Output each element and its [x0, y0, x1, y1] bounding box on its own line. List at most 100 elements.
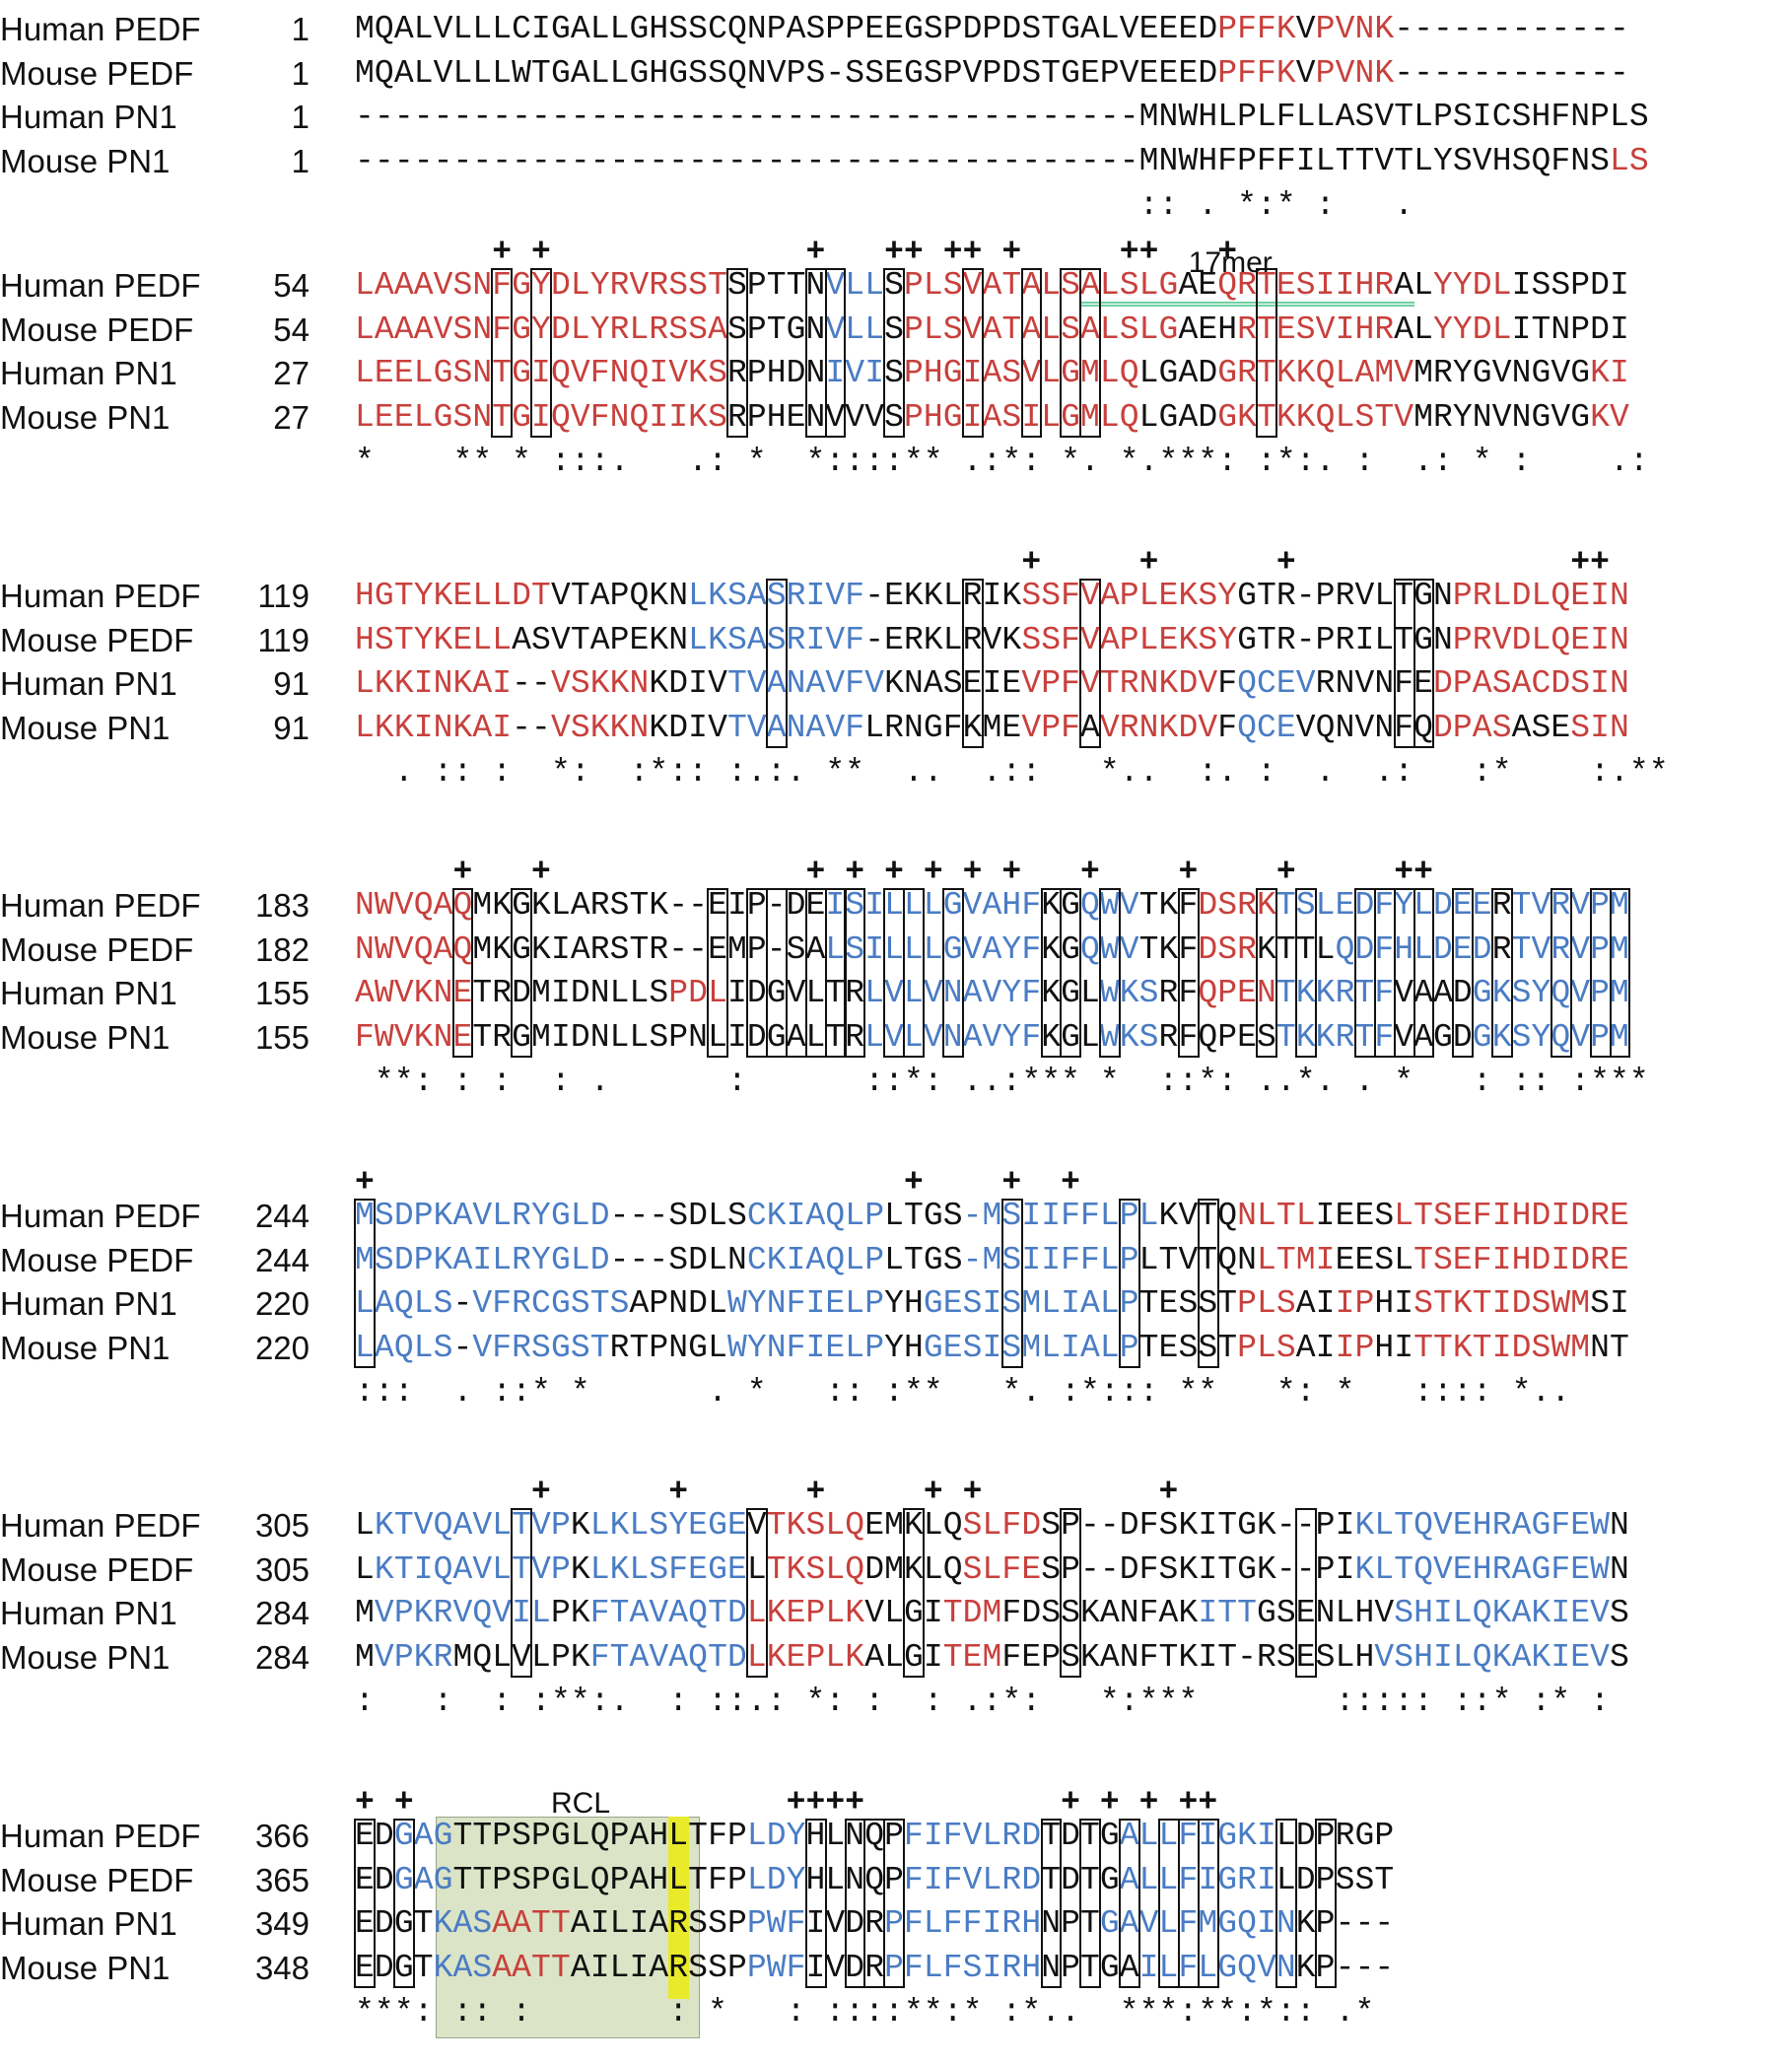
residue: : [1374, 1684, 1395, 1720]
residue: R [1001, 1818, 1022, 1854]
residue: T [726, 710, 747, 746]
residue: - [766, 99, 787, 135]
residue: - [1079, 143, 1100, 179]
residue [668, 1371, 688, 1414]
residue: N [472, 355, 493, 391]
residue: - [726, 99, 747, 135]
residue: P [1237, 143, 1257, 179]
residue: I [1335, 1330, 1355, 1366]
residue: K [766, 1198, 787, 1234]
residue: - [962, 1198, 983, 1234]
residue: L [629, 975, 650, 1011]
residue: D [766, 1818, 787, 1854]
residue: F [845, 622, 865, 658]
residue: W [1099, 931, 1120, 968]
residue: Q [1079, 931, 1100, 968]
residue: V [1295, 11, 1316, 47]
residue: L [413, 1330, 434, 1366]
residue: - [688, 99, 708, 135]
residue: S [962, 1330, 983, 1366]
residue: S [1610, 1639, 1629, 1676]
residue: - [649, 1242, 669, 1278]
residue: - [589, 143, 610, 179]
residue: * [355, 1994, 375, 2030]
residue: K [1158, 710, 1179, 746]
residue: D [688, 1242, 708, 1278]
residue: : [1021, 754, 1042, 791]
residue: H [1491, 143, 1512, 179]
residue: F [1178, 1862, 1199, 1898]
residue: P [1061, 1507, 1080, 1544]
residue: L [825, 1639, 846, 1676]
residue: K [1041, 1019, 1062, 1056]
residue: G [1472, 1019, 1492, 1056]
residue: V [1394, 975, 1414, 1011]
residue: L [1394, 1198, 1414, 1234]
residue: E [355, 1818, 375, 1854]
residue: N [629, 710, 650, 746]
residue: G [512, 267, 531, 304]
residue: P [393, 1639, 414, 1676]
residue [512, 1681, 531, 1724]
residue: A [492, 1905, 513, 1942]
residue: M [1570, 1330, 1591, 1366]
residue: L [805, 975, 826, 1011]
residue: L [1138, 578, 1159, 614]
residue: L [845, 1242, 865, 1278]
residue: * [1158, 444, 1179, 480]
residue: + [1413, 854, 1433, 890]
residue [1041, 184, 1061, 228]
residue [747, 1061, 767, 1104]
residue: L [1531, 578, 1551, 614]
residue [1120, 184, 1139, 228]
residue: - [825, 99, 846, 135]
residue: A [805, 1242, 826, 1278]
residue: L [1158, 1818, 1179, 1854]
residue: : [1158, 187, 1179, 224]
residue: L [1315, 887, 1336, 924]
residue: E [1275, 710, 1296, 746]
residue: Y [1452, 355, 1473, 391]
residue: L [472, 11, 493, 47]
protein-sequence: FWVKNETRGMIDNLLSPNLIDGALTRLVLVNAVYFKGLWK… [355, 1016, 1629, 1060]
residue: N [1275, 1905, 1296, 1942]
residue: - [1472, 11, 1492, 47]
residue: V [1433, 1551, 1453, 1588]
residue: G [433, 355, 453, 391]
residue: L [589, 11, 610, 47]
residue: L [1374, 578, 1395, 614]
residue: - [1079, 99, 1100, 135]
residue [943, 441, 963, 484]
residue: Y [668, 1507, 689, 1544]
residue: K [1178, 578, 1199, 614]
residue: R [864, 1905, 884, 1942]
residue: I [1354, 622, 1375, 658]
residue: L [1257, 1330, 1276, 1366]
residue [1570, 441, 1590, 484]
residue: V [825, 578, 846, 614]
residue: : [570, 444, 590, 480]
residue: E [1335, 1242, 1355, 1278]
residue: F [1394, 710, 1414, 746]
residue: G [629, 55, 650, 92]
residue [1080, 751, 1100, 794]
residue [434, 184, 453, 228]
residue: R [1335, 1818, 1355, 1854]
residue: I [1511, 311, 1532, 348]
residue: E [962, 665, 983, 702]
residue: L [609, 11, 630, 47]
residue [629, 184, 649, 228]
residue: - [746, 143, 767, 179]
residue: T [825, 1019, 846, 1056]
residue [1394, 441, 1413, 484]
residue: K [923, 622, 943, 658]
residue: G [923, 1242, 943, 1278]
residue: T [708, 1639, 727, 1676]
residue: M [1138, 143, 1159, 179]
residue: + [845, 854, 865, 890]
residue: - [1570, 11, 1591, 47]
residue: N [1590, 1330, 1610, 1366]
residue: K [413, 975, 434, 1011]
residue: S [1433, 1242, 1453, 1278]
residue: L [609, 1905, 630, 1942]
